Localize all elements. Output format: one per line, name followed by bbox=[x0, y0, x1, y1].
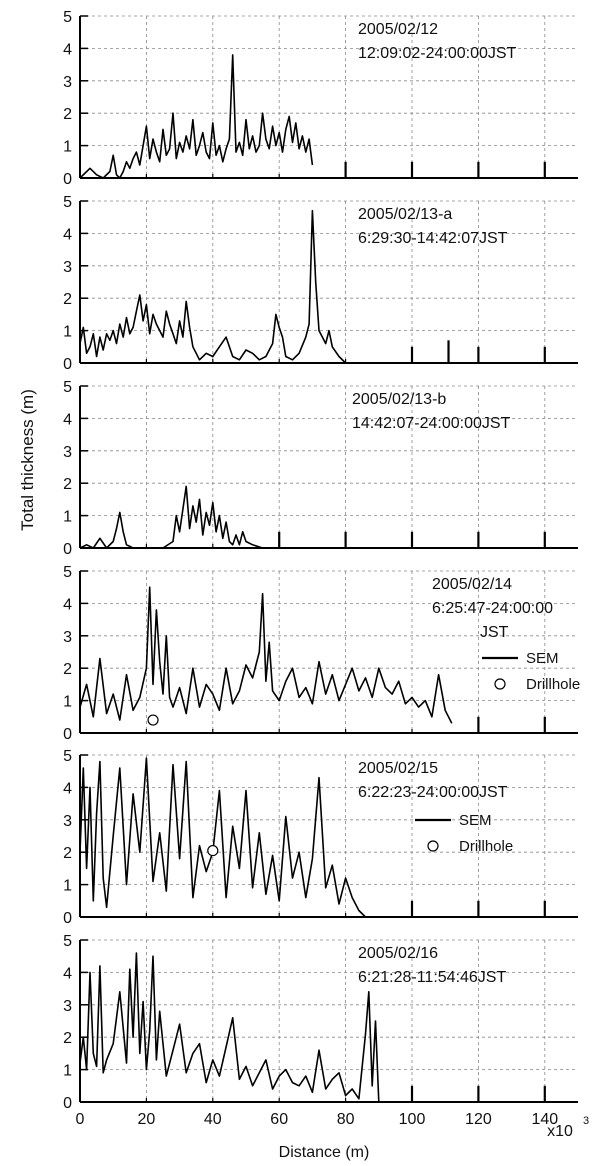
panel-annotation: JST bbox=[480, 624, 509, 641]
y-tick-label: 5 bbox=[63, 564, 72, 581]
legend-label: Drillhole bbox=[526, 676, 580, 693]
panel-annotation: 2005/02/13-b bbox=[352, 391, 446, 408]
x-tick-label: 60 bbox=[270, 1111, 288, 1128]
panel-1: 0 1 2 3 4 5 2005/02/12 12:09:02-24:00:00JST bbox=[63, 9, 578, 188]
x-tick-label: 100 bbox=[399, 1111, 426, 1128]
y-tick-label: 2 bbox=[63, 106, 72, 123]
y-tick-label: 3 bbox=[63, 998, 72, 1015]
panel-annotation: 6:29:30-14:42:07JST bbox=[358, 230, 508, 247]
y-tick-label: 1 bbox=[63, 878, 72, 895]
y-tick-label: 3 bbox=[63, 74, 72, 91]
x-axis-label: Distance (m) bbox=[279, 1144, 370, 1161]
panel-annotation: 2005/02/15 bbox=[358, 760, 438, 777]
panel-annotation: 12:09:02-24:00:00JST bbox=[358, 45, 517, 62]
y-tick-label: 5 bbox=[63, 379, 72, 396]
legend-label: SEM bbox=[526, 650, 559, 667]
y-tick-label: 2 bbox=[63, 476, 72, 493]
series-line bbox=[79, 757, 367, 918]
panel-annotation: 14:42:07-24:00:00JST bbox=[352, 415, 511, 432]
y-tick-label: 4 bbox=[63, 41, 72, 58]
panel-annotation: 6:22:23-24:00:00JST bbox=[358, 784, 508, 801]
y-tick-label: 5 bbox=[63, 194, 72, 211]
series-line bbox=[79, 485, 263, 549]
panel-4: 0 1 2 3 4 5 2005/02/14 6:25:47-24:00:00 JST SEM Dr… bbox=[63, 564, 580, 743]
y-tick-label: 4 bbox=[63, 965, 72, 982]
y-axis-label: Total thickness (m) bbox=[18, 389, 37, 531]
x-tick-label: 20 bbox=[138, 1111, 156, 1128]
panel-6: 0 1 2 3 4 5 0 20 40 60 80 100 120 140 2005/02/16 6:21:2… bbox=[63, 933, 578, 1128]
x-tick-label: 120 bbox=[465, 1111, 492, 1128]
panel-annotation: 2005/02/12 bbox=[358, 21, 438, 38]
panels: 0 1 2 3 4 5 2005/02/12 12:09:02-24:00:00JST 0 1 2 3… bbox=[63, 9, 580, 1128]
y-tick-label: 3 bbox=[63, 813, 72, 830]
panel-5: 0 1 2 3 4 5 2005/02/15 6:22:23-24:00:00JST SEM Dr… bbox=[63, 748, 578, 927]
y-tick-label: 5 bbox=[63, 9, 72, 26]
y-tick-label: 0 bbox=[63, 1095, 72, 1112]
x-tick-label: 140 bbox=[531, 1111, 558, 1128]
series-line bbox=[79, 209, 347, 364]
y-tick-label: 5 bbox=[63, 933, 72, 950]
y-tick-label: 1 bbox=[63, 509, 72, 526]
drillhole-point bbox=[207, 844, 219, 857]
y-tick-label: 1 bbox=[63, 139, 72, 156]
y-tick-label: 3 bbox=[63, 629, 72, 646]
panel-3: 0 1 2 3 4 5 2005/02/13-b 14:42:07-24:00:00JST bbox=[63, 379, 578, 558]
y-tick-label: 2 bbox=[63, 1030, 72, 1047]
panel-annotation: 6:25:47-24:00:00 bbox=[432, 600, 553, 617]
panel-annotation: 6:21:28-11:54:46JST bbox=[358, 969, 506, 986]
y-tick-label: 2 bbox=[63, 291, 72, 308]
legend-circle-swatch bbox=[494, 678, 506, 690]
x-axis-multiplier-exponent: 3 bbox=[583, 1115, 589, 1127]
series-line bbox=[79, 952, 380, 1103]
panel-annotation: 2005/02/14 bbox=[432, 576, 512, 593]
y-tick-label: 0 bbox=[63, 910, 72, 927]
y-tick-label: 2 bbox=[63, 661, 72, 678]
panel-2: 0 1 2 3 4 5 2005/02/13-a 6:29:30-14:42:07JST bbox=[63, 194, 578, 373]
y-tick-label: 4 bbox=[63, 780, 72, 797]
x-tick-label: 40 bbox=[204, 1111, 222, 1128]
series-line bbox=[79, 54, 314, 179]
legend-label: SEM bbox=[459, 812, 492, 829]
y-tick-label: 2 bbox=[63, 845, 72, 862]
y-tick-label: 3 bbox=[63, 259, 72, 276]
panel-annotation: 2005/02/16 bbox=[358, 945, 438, 962]
y-tick-label: 4 bbox=[63, 411, 72, 428]
drillhole-point bbox=[147, 714, 159, 726]
y-tick-label: 0 bbox=[63, 726, 72, 743]
y-tick-label: 1 bbox=[63, 324, 72, 341]
y-tick-label: 1 bbox=[63, 1063, 72, 1080]
legend-circle-swatch bbox=[427, 840, 439, 852]
y-tick-label: 0 bbox=[63, 171, 72, 188]
x-axis-multiplier: x10 bbox=[547, 1123, 573, 1140]
x-tick-label: 80 bbox=[337, 1111, 355, 1128]
y-tick-label: 0 bbox=[63, 356, 72, 373]
panel-annotation: 2005/02/13-a bbox=[358, 206, 452, 223]
y-tick-label: 4 bbox=[63, 596, 72, 613]
y-tick-label: 5 bbox=[63, 748, 72, 765]
y-tick-label: 3 bbox=[63, 444, 72, 461]
x-tick-label: 0 bbox=[76, 1111, 85, 1128]
y-tick-label: 0 bbox=[63, 541, 72, 558]
legend-label: Drillhole bbox=[459, 838, 513, 855]
series-line bbox=[79, 586, 453, 724]
y-tick-label: 4 bbox=[63, 226, 72, 243]
y-tick-label: 1 bbox=[63, 694, 72, 711]
